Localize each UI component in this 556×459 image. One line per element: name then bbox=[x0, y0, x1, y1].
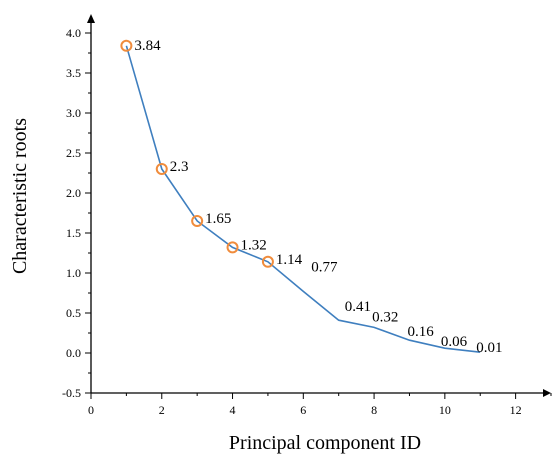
x-tick-label: 2 bbox=[159, 403, 165, 417]
x-tick-label: 0 bbox=[88, 403, 94, 417]
series-line bbox=[125, 45, 481, 353]
x-axis-title: Principal component ID bbox=[229, 432, 421, 454]
ticks: 0 2 4 6 8 10 12 -0.5 0.0 0.5 1.0 1.5 2.0 2.5 3.0 3.5 4.0 bbox=[62, 26, 552, 417]
data-point-marker bbox=[191, 215, 204, 227]
data-label: 0.32 bbox=[372, 309, 398, 325]
x-tick-label: 8 bbox=[371, 403, 377, 417]
axes bbox=[87, 14, 551, 397]
y-tick-label: 1.5 bbox=[66, 226, 81, 240]
y-axis-arrow bbox=[87, 14, 95, 23]
y-tick-label: 3.0 bbox=[66, 106, 81, 120]
data-label: 0.16 bbox=[407, 324, 434, 340]
x-tick-label: 4 bbox=[230, 403, 236, 417]
data-label: 3.84 bbox=[134, 38, 161, 54]
y-tick-label: 3.5 bbox=[66, 66, 81, 80]
data-labels: 3.84 2.3 1.65 1.32 1.14 0.77 0.410.32 0.16 0.06 0… bbox=[134, 38, 502, 356]
data-label: 0.41 bbox=[345, 299, 371, 315]
y-tick-label: 0.0 bbox=[66, 346, 81, 360]
data-label: 1.65 bbox=[205, 211, 231, 227]
data-point-marker bbox=[226, 241, 239, 254]
y-tick-label: 4.0 bbox=[66, 26, 81, 40]
y-tick-label: -0.5 bbox=[62, 386, 81, 400]
x-tick-label: 10 bbox=[439, 403, 451, 417]
y-tick-label: 2.0 bbox=[66, 186, 81, 200]
data-label: 0.06 bbox=[441, 334, 468, 350]
y-tick-label: 2.5 bbox=[66, 146, 81, 160]
data-label: 0.77 bbox=[311, 259, 338, 275]
data-point-marker bbox=[155, 163, 168, 175]
data-point-marker bbox=[261, 255, 274, 268]
x-tick-label: 12 bbox=[510, 403, 522, 417]
data-point-marker bbox=[120, 39, 133, 52]
y-tick-label: 0.5 bbox=[66, 306, 81, 320]
data-label: 0.01 bbox=[476, 340, 502, 356]
data-label: 1.32 bbox=[241, 237, 267, 253]
x-tick-label: 6 bbox=[300, 403, 306, 417]
point-markers bbox=[120, 39, 274, 268]
y-axis-title: Characteristic roots bbox=[9, 118, 31, 274]
y-tick-label: 1.0 bbox=[66, 266, 81, 280]
x-axis-arrow bbox=[543, 389, 551, 397]
data-label: 1.14 bbox=[276, 252, 303, 268]
data-label: 2.3 bbox=[170, 159, 189, 175]
